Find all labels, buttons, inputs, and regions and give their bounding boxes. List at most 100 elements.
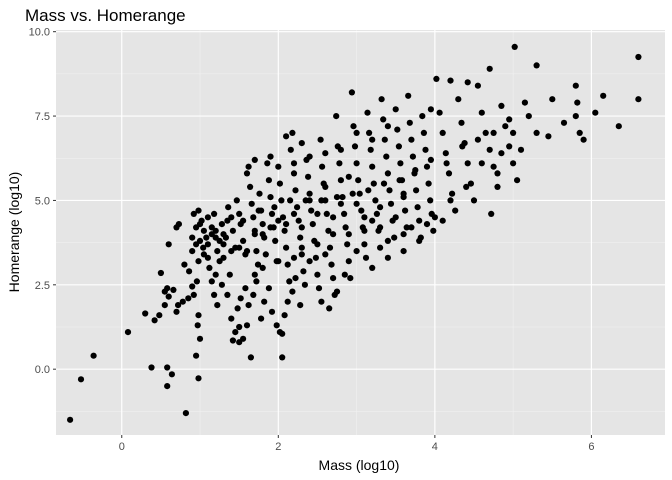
data-point xyxy=(511,43,518,51)
data-point xyxy=(300,268,307,275)
data-point xyxy=(243,248,251,255)
data-point xyxy=(185,295,192,302)
data-point xyxy=(486,65,493,72)
data-point xyxy=(344,241,351,248)
data-point xyxy=(225,204,232,211)
data-point xyxy=(253,248,260,255)
data-point xyxy=(353,200,360,207)
data-point xyxy=(314,271,321,278)
x-tick-label: 6 xyxy=(588,441,594,453)
data-point xyxy=(362,254,370,261)
axis-ticks xyxy=(53,31,592,438)
data-point xyxy=(200,251,207,258)
data-point xyxy=(494,170,501,177)
data-point xyxy=(405,92,412,99)
data-point xyxy=(377,244,384,251)
data-point xyxy=(574,99,581,106)
data-point xyxy=(196,237,204,244)
data-point xyxy=(259,231,266,238)
data-point xyxy=(195,258,202,265)
data-point xyxy=(161,302,168,309)
data-point xyxy=(439,129,446,136)
y-tick-label: 10.0 xyxy=(29,27,50,39)
data-point xyxy=(292,275,299,282)
data-point xyxy=(195,375,202,382)
data-point xyxy=(77,376,85,383)
data-point xyxy=(408,136,415,143)
data-point xyxy=(355,177,362,184)
data-point xyxy=(351,143,359,150)
data-point xyxy=(214,302,221,309)
data-point xyxy=(353,129,360,136)
data-point xyxy=(90,352,97,359)
data-point xyxy=(298,140,305,147)
data-point xyxy=(268,308,276,315)
data-point xyxy=(341,271,348,278)
y-tick-label: 7.5 xyxy=(35,111,50,123)
data-point xyxy=(400,231,407,238)
data-point xyxy=(220,254,227,261)
data-point xyxy=(204,214,211,221)
data-point xyxy=(289,129,296,136)
data-point xyxy=(600,92,607,99)
data-point xyxy=(200,227,207,234)
data-point xyxy=(560,119,568,126)
data-point xyxy=(394,126,401,133)
data-point xyxy=(397,160,404,167)
data-point xyxy=(259,221,266,228)
data-point xyxy=(164,383,171,390)
data-point xyxy=(333,288,341,295)
data-point xyxy=(422,146,429,153)
data-point xyxy=(467,180,474,187)
data-point xyxy=(330,275,337,282)
data-point xyxy=(314,210,321,217)
data-point xyxy=(286,278,293,285)
data-point xyxy=(350,123,357,130)
data-point xyxy=(236,244,243,251)
data-point xyxy=(240,217,247,224)
data-point xyxy=(452,207,459,214)
data-point xyxy=(433,75,440,82)
data-point xyxy=(204,241,211,248)
data-point xyxy=(439,217,446,224)
data-point xyxy=(267,153,274,160)
data-point xyxy=(464,160,471,167)
data-point xyxy=(356,190,363,197)
data-point xyxy=(193,224,200,231)
data-point xyxy=(400,190,407,197)
data-point xyxy=(237,295,244,302)
data-point xyxy=(283,221,290,228)
data-point xyxy=(279,330,286,337)
data-point xyxy=(195,207,202,214)
data-point xyxy=(297,234,304,241)
data-point xyxy=(306,190,313,197)
data-point xyxy=(361,227,368,234)
data-point xyxy=(175,221,182,228)
data-point xyxy=(463,183,470,190)
data-point xyxy=(509,160,517,167)
data-point xyxy=(364,109,371,116)
data-point xyxy=(427,106,434,113)
data-point xyxy=(164,285,171,292)
data-point xyxy=(195,312,202,319)
data-point xyxy=(253,278,260,285)
data-point xyxy=(212,227,219,234)
data-point xyxy=(387,200,395,207)
data-point xyxy=(196,335,204,342)
data-point xyxy=(281,227,288,234)
data-point xyxy=(306,258,313,265)
data-point xyxy=(322,183,329,190)
data-point xyxy=(232,329,239,336)
data-point xyxy=(392,214,399,221)
data-point xyxy=(502,123,509,130)
data-point xyxy=(409,153,416,160)
y-axis-title: Homerange (log10) xyxy=(6,172,22,293)
data-point xyxy=(224,291,231,298)
data-point xyxy=(396,177,403,184)
data-point xyxy=(494,183,501,190)
data-point xyxy=(279,354,286,361)
data-point xyxy=(358,207,365,214)
data-point xyxy=(220,241,227,248)
data-point xyxy=(336,160,343,167)
data-point xyxy=(455,96,462,103)
